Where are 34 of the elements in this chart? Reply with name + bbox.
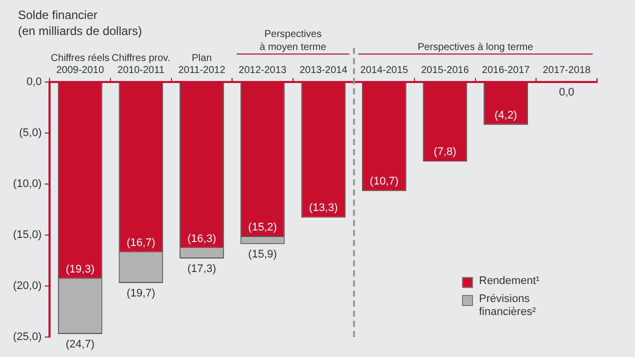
y-tick-label: (15,0)	[12, 229, 42, 242]
chart-subtitle: (en milliards de dollars)	[18, 23, 142, 39]
x-tick-label: 2017-2018	[542, 64, 591, 76]
data-label: (13,3)	[308, 202, 338, 214]
data-label: (10,7)	[370, 176, 399, 188]
chart-title: Solde financier	[18, 7, 98, 23]
y-tick-label: (25,0)	[12, 331, 42, 344]
y-tick-label: (10,0)	[12, 178, 42, 190]
legend-label: Rendement¹	[479, 275, 540, 288]
y-tick-label: (5,0)	[19, 127, 42, 140]
data-label: 0,0	[558, 86, 574, 99]
total-label: (24,7)	[66, 338, 95, 350]
data-label: (16,7)	[126, 236, 156, 249]
y-tick-label: (20,0)	[12, 280, 42, 292]
data-label: (19,3)	[66, 263, 95, 276]
x-tick-label: 2016-2017	[482, 64, 530, 76]
text: Perspectives à long terme	[418, 42, 534, 53]
total-label: (19,7)	[126, 287, 156, 300]
x-tick-label: 2014-2015	[360, 64, 409, 76]
text: Perspectives à moyen terme	[260, 28, 327, 53]
total-label: (17,3)	[187, 262, 216, 275]
x-tick-label: 2015-2016	[421, 64, 470, 76]
data-label: (7,8)	[434, 146, 456, 158]
x-tick-label: Chiffres prov. 2010-2011	[112, 52, 170, 76]
x-tick-label: Plan 2011-2012	[178, 52, 226, 76]
x-tick-label: 2012-2013	[238, 64, 287, 76]
total-label: (15,9)	[248, 248, 277, 261]
x-tick-label: Chiffres réels 2009-2010	[50, 52, 110, 76]
data-label: (16,3)	[187, 232, 216, 245]
data-label: (15,2)	[248, 222, 277, 234]
y-tick-label: 0,0	[26, 76, 42, 88]
legend-label: Prévisions financières²	[479, 293, 537, 319]
data-label: (4,2)	[494, 109, 518, 122]
x-tick-label: 2013-2014	[299, 64, 348, 76]
